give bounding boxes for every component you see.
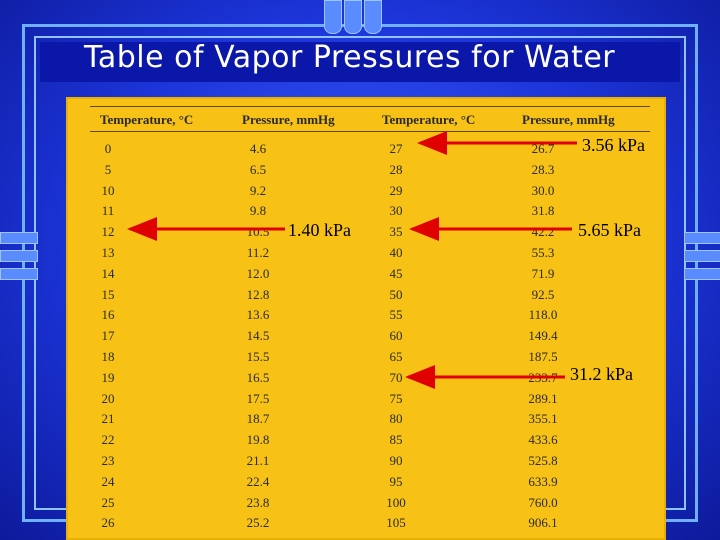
cell-pressure-right: 289.1	[528, 390, 558, 406]
cell-temp-left: 15	[101, 286, 115, 302]
cell-temp-right: 29	[389, 182, 403, 198]
cell-temp-right: 45	[389, 265, 403, 281]
cell-temp-right: 50	[389, 286, 403, 302]
cell-temp-left: 11	[101, 203, 115, 219]
annotation-3.56kpa: 3.56 kPa	[582, 135, 645, 155]
cell-temp-left: 26	[101, 515, 115, 531]
cell-pressure-right: 906.1	[528, 515, 558, 531]
annotation-5.65kpa: 5.65 kPa	[578, 220, 641, 240]
table-header-rule	[90, 131, 650, 132]
top-decor-tab	[324, 0, 342, 34]
cell-temp-right: 70	[389, 369, 403, 385]
cell-pressure-left: 21.1	[246, 453, 270, 468]
cell-temp-left: 19	[101, 369, 115, 385]
cell-temp-right: 90	[389, 453, 403, 468]
header-temp-right: Temperature, °C	[382, 112, 476, 127]
cell-pressure-right: 118.0	[528, 307, 558, 323]
cell-temp-right: 55	[389, 307, 403, 323]
cell-temp-left: 23	[101, 453, 115, 468]
table-top-rule	[90, 106, 650, 107]
cell-pressure-left: 12.8	[246, 286, 270, 302]
cell-temp-left: 24	[101, 473, 115, 489]
cell-pressure-right: 187.5	[528, 349, 558, 364]
header-pressure-left: Pressure, mmHg	[242, 112, 335, 127]
cell-temp-left: 5	[104, 161, 112, 177]
cell-temp-right: 65	[389, 349, 403, 364]
top-decor-tab	[364, 0, 382, 34]
cell-temp-left: 13	[101, 245, 115, 260]
cell-temp-right: 80	[389, 411, 403, 427]
annotation-1.40kpa: 1.40 kPa	[288, 220, 351, 240]
cell-temp-right: 40	[389, 245, 403, 260]
right-decor-tab	[684, 268, 720, 280]
top-decor-tab	[344, 0, 362, 34]
cell-temp-right: 27	[389, 141, 403, 156]
cell-pressure-left: 9.2	[249, 182, 267, 198]
cell-temp-right: 85	[389, 432, 403, 448]
cell-pressure-left: 23.8	[246, 494, 270, 510]
cell-temp-left: 17	[101, 328, 115, 344]
cell-pressure-left: 25.2	[246, 515, 270, 531]
left-decor-tab	[0, 232, 38, 244]
cell-pressure-left: 13.6	[246, 307, 270, 323]
cell-pressure-left: 9.8	[249, 203, 267, 219]
cell-temp-right: 95	[389, 473, 403, 489]
header-pressure-right: Pressure, mmHg	[522, 112, 615, 127]
cell-temp-left: 10	[101, 182, 115, 198]
right-decor-tab	[684, 232, 720, 244]
left-decor-tab	[0, 268, 38, 280]
cell-pressure-left: 6.5	[249, 161, 267, 177]
cell-temp-left: 18	[101, 349, 115, 364]
cell-pressure-left: 16.5	[246, 369, 270, 385]
cell-temp-left: 14	[101, 265, 115, 281]
cell-temp-right: 105	[386, 515, 406, 531]
cell-pressure-right: 71.9	[531, 265, 555, 281]
cell-pressure-right: 433.6	[528, 432, 558, 448]
cell-pressure-left: 12.0	[246, 265, 270, 281]
cell-temp-right: 28	[389, 161, 403, 177]
right-decor-tab	[684, 250, 720, 262]
left-decor-tab	[0, 250, 38, 262]
cell-pressure-right: 31.8	[531, 203, 555, 219]
cell-pressure-right: 355.1	[528, 411, 558, 427]
header-temp-left: Temperature, °C	[100, 112, 194, 127]
cell-pressure-right: 633.9	[528, 473, 558, 489]
cell-temp-right: 60	[389, 328, 403, 344]
cell-temp-left: 21	[101, 411, 115, 427]
cell-pressure-right: 55.3	[531, 245, 555, 260]
vapor-pressure-table	[66, 97, 666, 540]
slide-title: Table of Vapor Pressures for Water	[84, 40, 616, 75]
cell-temp-right: 35	[389, 224, 403, 240]
cell-temp-left: 25	[101, 494, 115, 510]
cell-pressure-right: 760.0	[528, 494, 558, 510]
cell-pressure-left: 11.2	[246, 245, 270, 260]
cell-pressure-right: 525.8	[528, 453, 558, 468]
cell-pressure-right: 30.0	[531, 182, 555, 198]
cell-pressure-left: 17.5	[246, 390, 270, 406]
cell-pressure-left: 4.6	[249, 141, 267, 156]
cell-temp-left: 16	[101, 307, 115, 323]
cell-temp-right: 100	[386, 494, 406, 510]
cell-pressure-left: 14.5	[246, 328, 270, 344]
cell-temp-left: 20	[101, 390, 115, 406]
cell-pressure-right: 28.3	[531, 161, 555, 177]
cell-pressure-left: 15.5	[246, 349, 270, 364]
cell-pressure-right: 26.7	[531, 141, 555, 156]
cell-pressure-left: 22.4	[246, 473, 270, 489]
cell-pressure-left: 18.7	[246, 411, 270, 427]
cell-temp-right: 30	[389, 203, 403, 219]
cell-temp-left: 12	[101, 224, 115, 240]
annotation-31.2kpa: 31.2 kPa	[570, 364, 633, 384]
cell-temp-right: 75	[389, 390, 403, 406]
title-band	[40, 42, 680, 82]
cell-pressure-right: 92.5	[531, 286, 555, 302]
cell-pressure-left: 19.8	[246, 432, 270, 448]
cell-temp-left: 0	[104, 141, 112, 156]
cell-temp-left: 22	[101, 432, 115, 448]
cell-pressure-right: 149.4	[528, 328, 558, 344]
